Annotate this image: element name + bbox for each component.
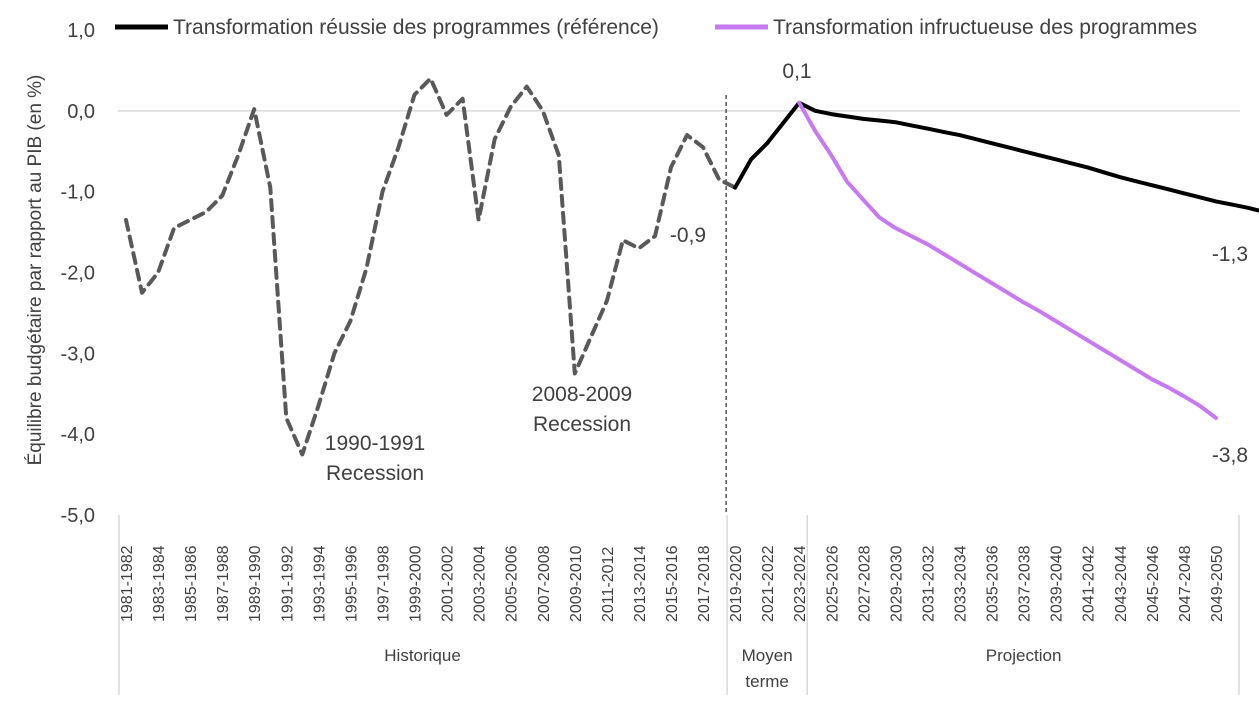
y-tick-label: 0,0 [67,101,95,123]
data-label-unsuccessful-end: -3,8 [1212,444,1248,467]
x-tick-label: 2007-2008 [536,545,553,622]
x-tick-label: 1985-1986 [183,545,200,622]
y-axis-title-group: Équilibre budgétaire par rapport au PIB … [25,75,46,466]
x-tick-label: 2017-2018 [696,545,713,622]
x-tick-label: 1983-1984 [151,545,168,622]
x-tick-label: 2049-2050 [1209,545,1226,622]
x-tick-label: 2029-2030 [888,545,905,622]
annotation-recession-2008-line1: 2008-2009 [532,383,632,406]
x-tick-label: 2003-2004 [472,545,489,622]
annotation-recession-2008-line2: Recession [533,413,631,436]
x-tick-label: 1981-1982 [119,545,136,622]
x-tick-label: 2031-2032 [920,545,937,622]
annotation-recession-1990-line2: Recession [326,462,424,485]
y-axis-title: Équilibre budgétaire par rapport au PIB … [25,75,46,466]
annotation-recession-1990-line1: 1990-1991 [325,432,425,455]
x-tick-label: 2045-2046 [1145,545,1162,622]
x-tick-label: 2027-2028 [856,545,873,622]
x-tick-label: 2047-2048 [1177,545,1194,622]
x-tick-label: 1995-1996 [343,545,360,622]
x-tick-label: 2001-2002 [440,545,457,622]
x-tick-label: 2019-2020 [728,545,745,622]
data-label-peak: 0,1 [782,60,811,83]
x-tick-label: 1999-2000 [408,545,425,622]
series-line-1 [733,100,1259,213]
x-tick-label: 2025-2026 [824,545,841,622]
series-line-0 [124,76,738,457]
x-tick-label: 2023-2024 [792,545,809,622]
x-tick-label: 2033-2034 [953,545,970,622]
y-tick-labels: 1,0 0,0 -1,0 -2,0 -3,0 -4,0 -5,0 [61,20,95,527]
x-tick-label: 2021-2022 [760,545,777,622]
y-tick-label: -5,0 [61,505,95,527]
period-groups: Historique Moyen terme Projection [118,95,1240,695]
x-axis: 1981-1982 1983-1984 1985-1986 1987-1988 1989… [119,545,1226,622]
x-tick-label: 1989-1990 [247,545,264,622]
legend-label-unsuccessful: Transformation infructueuse des programm… [773,16,1197,39]
period-label: Historique [384,646,461,665]
x-tick-label: 1993-1994 [311,545,328,622]
x-tick-label: 1991-1992 [279,545,296,622]
legend-label-reference: Transformation réussie des programmes (r… [173,16,659,39]
y-tick-label: -1,0 [61,182,95,204]
x-tick-label: 1997-1998 [375,545,392,622]
legend: Transformation réussie des programmes (r… [115,16,1197,39]
series-line-2 [797,100,1218,420]
x-tick-label: 1987-1988 [215,545,232,622]
period-label: Projection [986,646,1062,665]
y-tick-label: -2,0 [61,263,95,285]
x-tick-label: 2011-2012 [600,547,617,622]
series-lines [124,76,1259,457]
x-tick-label: 2039-2040 [1049,545,1066,622]
y-tick-label: 1,0 [67,20,95,42]
period-label-line2: terme [745,672,788,691]
x-tick-label: 2009-2010 [568,545,585,622]
period-label-line1: Moyen [742,646,793,665]
y-tick-label: -3,0 [61,343,95,365]
x-tick-label: 2013-2014 [632,545,649,622]
x-tick-label: 2043-2044 [1113,545,1130,622]
data-label-2019: -0,9 [670,224,706,247]
x-tick-label: 2037-2038 [1017,545,1034,622]
x-tick-label: 2005-2006 [504,545,521,622]
data-label-reference-end: -1,3 [1212,243,1248,266]
x-tick-label: 2015-2016 [664,545,681,622]
y-tick-label: -4,0 [61,424,95,446]
annotations: 1990-1991 Recession 2008-2009 Recession -0,9… [325,60,1248,485]
x-tick-label: 2041-2042 [1081,545,1098,622]
x-tick-label: 2035-2036 [985,545,1002,622]
